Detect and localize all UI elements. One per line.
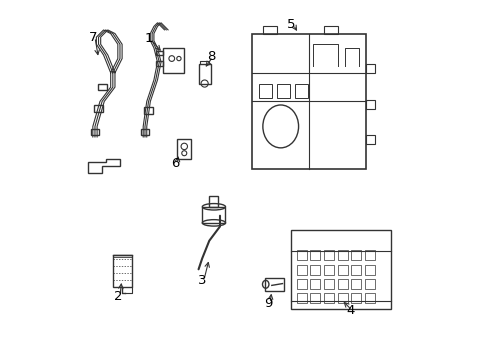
Bar [324,265,334,275]
Bar [324,250,334,260]
Bar [338,265,347,275]
Bar [209,196,218,207]
Bar [365,279,375,289]
Bar [295,84,308,98]
Bar [263,26,277,33]
Bar [351,265,361,275]
Text: 5: 5 [287,18,295,31]
Text: 2: 2 [114,289,122,303]
Bar [163,48,184,73]
Bar [367,135,375,144]
Bar [297,293,307,303]
Bar [198,64,211,84]
Text: 3: 3 [198,274,206,287]
Text: 7: 7 [89,31,98,44]
Bar [91,129,99,135]
Bar [338,279,347,289]
Bar [259,84,272,98]
Bar [310,293,320,303]
Bar [365,265,375,275]
Text: 1: 1 [144,32,153,45]
Bar [367,64,375,73]
Bar [297,250,307,260]
Bar [338,293,347,303]
Bar [365,250,375,260]
Bar [297,279,307,289]
Bar [156,51,163,55]
Bar [310,279,320,289]
Bar [292,230,392,309]
Bar [277,84,290,98]
Bar [310,250,320,260]
Bar [156,62,163,66]
Bar [351,293,361,303]
Bar [324,293,334,303]
Bar [202,207,225,223]
Text: 8: 8 [207,50,215,63]
Bar [338,250,347,260]
Bar [252,33,367,169]
Bar [141,129,149,135]
Bar [310,265,320,275]
Bar [365,293,375,303]
Bar [94,105,103,112]
Bar [265,278,284,291]
Bar [351,250,361,260]
Bar [98,84,107,90]
Bar [113,255,132,287]
Bar [297,265,307,275]
Text: 9: 9 [264,297,272,310]
Text: 6: 6 [171,157,179,170]
Bar [324,279,334,289]
Bar [323,26,338,33]
Bar [177,139,192,158]
Bar [144,107,153,113]
Text: 4: 4 [346,304,355,317]
Bar [351,279,361,289]
Bar [367,100,375,109]
